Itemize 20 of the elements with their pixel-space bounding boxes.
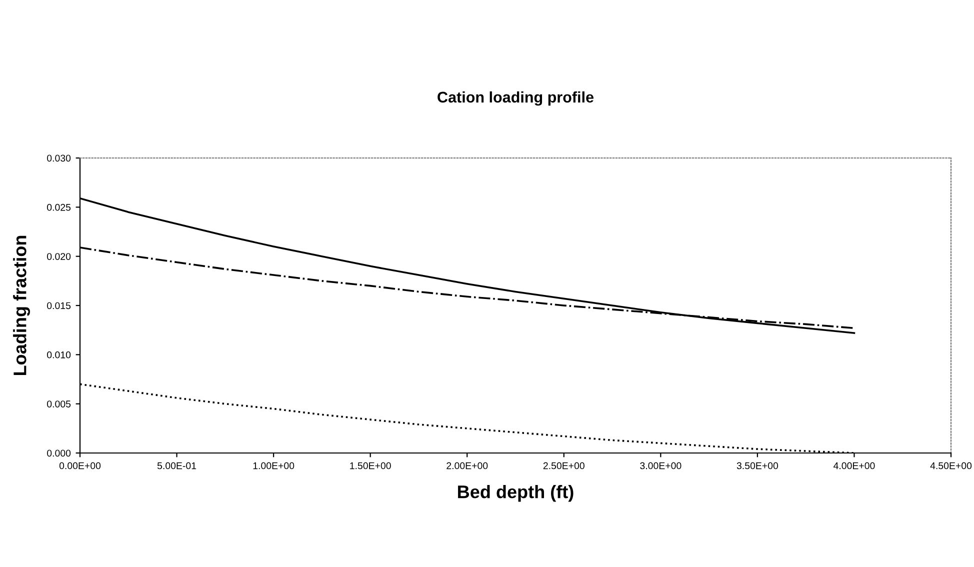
y-tick-label: 0.000 [47, 450, 71, 457]
x-axis-title: Bed depth (ft) [458, 484, 574, 502]
chart-title: Cation loading profile [438, 91, 594, 106]
y-tick-label: 0.030 [47, 154, 71, 162]
y-tick-label: 0.010 [47, 351, 71, 358]
x-tick-label: 1.50E+00 [350, 462, 391, 470]
x-tick-label: 2.50E+00 [543, 462, 584, 470]
y-tick-label: 0.025 [47, 204, 71, 211]
x-tick-label: 4.50E+00 [930, 462, 972, 470]
x-tick-label: 5.00E-01 [157, 462, 196, 470]
x-tick-label: 2.00E+00 [446, 462, 488, 470]
x-tick-label: 1.00E+00 [253, 462, 294, 470]
x-tick-label: 4.00E+00 [833, 462, 875, 470]
x-tick-label: 3.50E+00 [736, 462, 778, 470]
x-tick-label: 3.00E+00 [640, 462, 682, 470]
y-axis-title: Loading fraction [13, 236, 30, 375]
x-tick-label: 0.00E+00 [59, 462, 101, 470]
y-tick-label: 0.020 [47, 253, 71, 260]
y-tick-label: 0.005 [47, 400, 71, 408]
y-tick-label: 0.015 [47, 302, 71, 310]
